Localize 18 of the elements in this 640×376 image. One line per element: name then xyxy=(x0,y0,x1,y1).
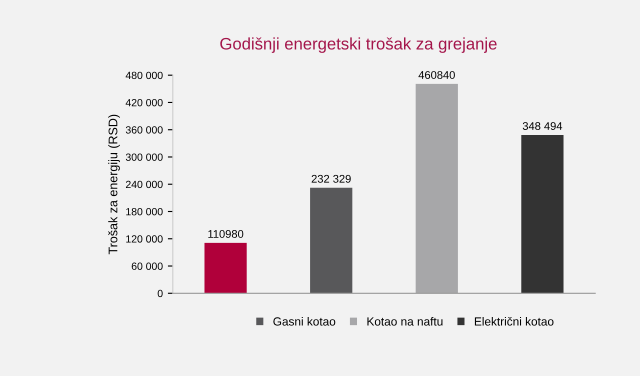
y-tick-label: 480 000 xyxy=(126,72,163,80)
y-tick-label: 120 000 xyxy=(126,235,163,243)
data-label: 110980 xyxy=(208,230,244,238)
data-label: 348 494 xyxy=(522,122,562,130)
legend-label: Kotao na naftu xyxy=(367,317,442,326)
y-tick-label: 420 000 xyxy=(126,98,163,106)
legend-label: Gasni kotao xyxy=(273,316,336,326)
data-label: 232 329 xyxy=(312,174,351,183)
chart-title: Godišnji energetski trošak za grejanje xyxy=(220,37,497,53)
y-tick-label: 240 000 xyxy=(126,180,163,188)
data-label: 460840 xyxy=(418,71,455,79)
y-tick-label: 60 000 xyxy=(132,262,163,270)
y-tick-label: 0 xyxy=(158,290,163,298)
y-tick-label: 360 000 xyxy=(126,126,163,134)
y-tick-label: 180 000 xyxy=(126,208,163,216)
y-tick-label: 300 000 xyxy=(126,153,163,161)
legend-label: Električni kotao xyxy=(474,316,554,326)
y-axis-title: Trošak za energiju (RSD) xyxy=(108,114,120,254)
